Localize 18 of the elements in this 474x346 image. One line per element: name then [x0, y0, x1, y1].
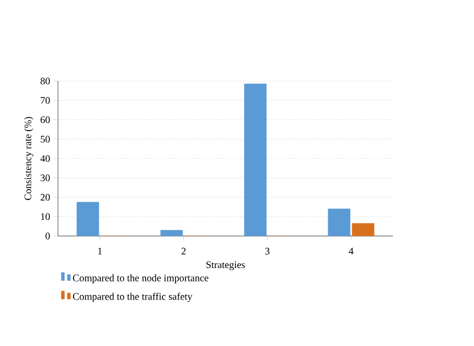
y-tick-label: 10 — [41, 213, 50, 220]
bar — [352, 223, 374, 236]
x-tick-label: 4 — [348, 248, 354, 254]
y-tick-label: 30 — [40, 174, 50, 182]
legend-label: Compared to the traffic safety — [73, 292, 192, 302]
y-axis-title: Consistency rate (%) — [24, 117, 34, 200]
y-tick-label: 50 — [40, 136, 50, 142]
y-tick-label: 60 — [40, 116, 50, 124]
legend-label: Compared to the node importance — [73, 274, 208, 284]
x-tick-label: 3 — [265, 248, 270, 255]
y-tick-label: 80 — [40, 78, 50, 84]
y-tick-label: 20 — [40, 194, 50, 201]
y-tick-label: 70 — [40, 97, 50, 104]
y-tick-label: 40 — [40, 155, 50, 162]
x-axis-title: Strategies — [206, 261, 245, 270]
x-tick-label: 2 — [182, 248, 186, 254]
y-tick-label: 0 — [46, 232, 50, 240]
x-tick-label: 1 — [98, 248, 102, 254]
